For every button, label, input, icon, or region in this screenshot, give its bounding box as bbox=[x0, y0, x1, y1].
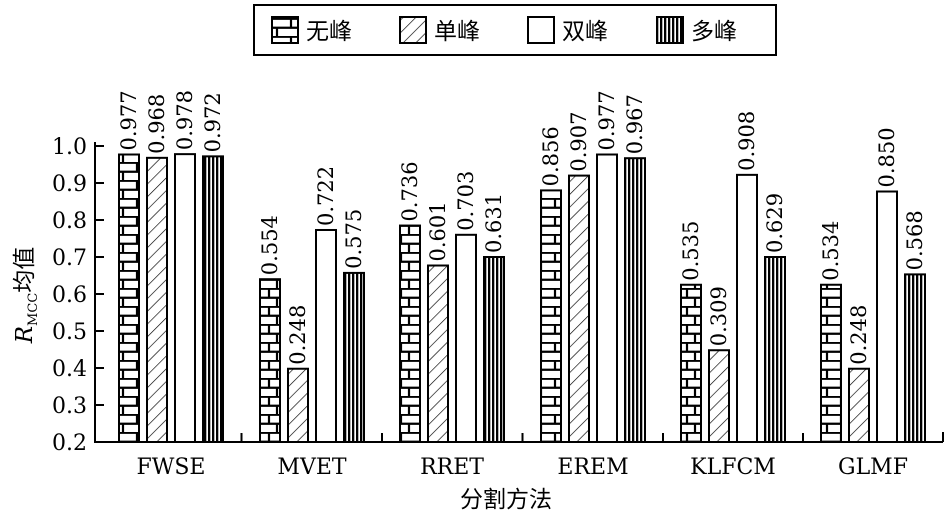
bar-glmf-1 bbox=[820, 283, 842, 443]
data-labels: 0.977 0.554 0.736 0.856 0.535 0.534 0.968 0.248… bbox=[117, 90, 927, 365]
data-label: 0.535 bbox=[679, 221, 703, 281]
legend-swatch bbox=[527, 16, 555, 44]
y-tick-label: 0.4 bbox=[52, 357, 87, 382]
data-label: 0.968 bbox=[145, 94, 169, 154]
bars bbox=[118, 153, 926, 444]
y-axis-title-sub: MCC bbox=[26, 293, 41, 326]
bar-erem-4 bbox=[624, 157, 646, 444]
y-axis-title: RMCC均值 bbox=[12, 247, 41, 345]
x-tick-label: RRET bbox=[420, 455, 484, 480]
legend-label: 多峰 bbox=[691, 19, 737, 45]
legend: 无峰 单峰 双峰 多峰 bbox=[253, 4, 777, 56]
data-label: 0.534 bbox=[819, 221, 843, 281]
data-label: 0.967 bbox=[623, 94, 647, 154]
bar-fwse-4 bbox=[202, 155, 224, 444]
y-tick-label: 0.7 bbox=[52, 246, 87, 271]
x-tick-label: FWSE bbox=[136, 455, 205, 480]
y-axis-title-main: R bbox=[12, 326, 38, 344]
bar-klfcm-4 bbox=[764, 256, 786, 443]
y-tick-label: 0.5 bbox=[52, 320, 87, 345]
y-tick-label: 0.3 bbox=[52, 394, 87, 419]
data-label: 0.575 bbox=[342, 209, 366, 269]
y-tick-label: 0.6 bbox=[52, 283, 87, 308]
bar-fwse-2 bbox=[146, 156, 168, 443]
data-label: 0.309 bbox=[707, 286, 731, 346]
x-tick-label: MVET bbox=[277, 455, 346, 480]
bar-fwse-1 bbox=[118, 153, 140, 443]
data-label: 0.722 bbox=[314, 166, 338, 226]
x-tick-label: KLFCM bbox=[690, 455, 776, 480]
bar-mvet-1 bbox=[259, 278, 281, 444]
x-tick-label: EREM bbox=[557, 455, 628, 480]
bar-glmf-4 bbox=[904, 273, 926, 444]
data-label: 0.856 bbox=[539, 126, 563, 186]
bar-klfcm-3 bbox=[736, 173, 758, 444]
axes: 0.2 0.3 0.4 0.5 0.6 0.7 0.8 0.9 1.0 FWSE MVET RRET E… bbox=[52, 135, 944, 480]
bar-erem-3 bbox=[596, 153, 618, 443]
data-label: 0.736 bbox=[398, 161, 422, 221]
bar-erem-2 bbox=[568, 174, 590, 443]
legend-label: 无峰 bbox=[306, 19, 352, 45]
bar-fwse-3 bbox=[174, 153, 196, 443]
data-label: 0.601 bbox=[426, 201, 450, 261]
legend-swatch bbox=[271, 16, 299, 44]
bar-rret-4 bbox=[483, 256, 505, 443]
bar-erem-1 bbox=[540, 189, 562, 443]
data-label: 0.977 bbox=[595, 90, 619, 150]
bar-mvet-4 bbox=[343, 271, 365, 443]
bar-glmf-3 bbox=[876, 190, 898, 443]
y-axis-title-suffix: 均值 bbox=[12, 247, 38, 293]
bar-mvet-3 bbox=[315, 228, 337, 443]
data-label: 0.972 bbox=[201, 92, 225, 152]
legend-frame bbox=[253, 4, 777, 56]
bar-glmf-2 bbox=[848, 367, 870, 443]
data-label: 0.978 bbox=[173, 90, 197, 150]
data-label: 0.703 bbox=[454, 171, 478, 231]
y-tick-label: 0.9 bbox=[52, 172, 87, 197]
legend-swatch bbox=[656, 16, 684, 44]
data-label: 0.850 bbox=[875, 127, 899, 187]
data-label: 0.629 bbox=[763, 193, 787, 253]
data-label: 0.248 bbox=[286, 305, 310, 365]
x-axis-title: 分割方法 bbox=[460, 487, 552, 513]
legend-label: 单峰 bbox=[434, 19, 480, 45]
bar-rret-3 bbox=[455, 233, 477, 443]
x-tick-label: GLMF bbox=[838, 455, 908, 480]
data-label: 0.631 bbox=[482, 193, 506, 253]
bar-klfcm-1 bbox=[680, 283, 702, 443]
bar-rret-1 bbox=[399, 224, 421, 443]
bar-mvet-2 bbox=[287, 367, 309, 443]
y-tick-label: 0.2 bbox=[52, 431, 87, 456]
data-label: 0.248 bbox=[847, 305, 871, 365]
data-label: 0.977 bbox=[117, 90, 141, 150]
y-tick-label: 0.8 bbox=[52, 209, 87, 234]
data-label: 0.908 bbox=[735, 111, 759, 171]
data-label: 0.568 bbox=[903, 210, 927, 270]
bar-rret-2 bbox=[427, 264, 449, 444]
legend-label: 双峰 bbox=[562, 19, 608, 45]
legend-swatch bbox=[399, 16, 427, 44]
bar-klfcm-2 bbox=[708, 349, 730, 443]
data-label: 0.554 bbox=[258, 215, 282, 275]
data-label: 0.907 bbox=[567, 111, 591, 171]
y-tick-label: 1.0 bbox=[52, 135, 87, 160]
